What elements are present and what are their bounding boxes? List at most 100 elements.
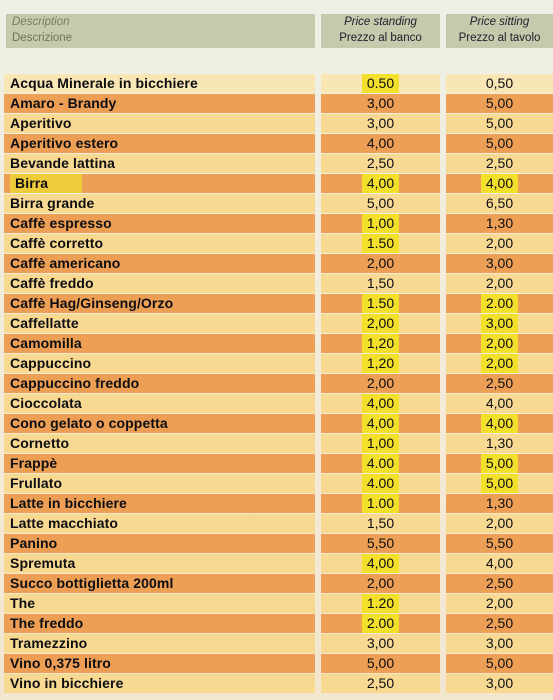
price-standing-text: 1,00 — [361, 214, 400, 233]
item-name-text: Cappuccino freddo — [10, 375, 140, 391]
price-sitting: 4,00 — [446, 174, 553, 193]
price-standing: 3,00 — [321, 634, 440, 653]
price-sitting: 3,00 — [446, 314, 553, 333]
item-name: Caffè corretto — [4, 234, 315, 253]
price-sitting-text: 2,00 — [485, 595, 514, 611]
price-standing-text: 2,00 — [366, 255, 395, 271]
price-standing-text: 2,50 — [366, 675, 395, 691]
price-standing: 5,00 — [321, 654, 440, 673]
item-name-text: Tramezzino — [10, 635, 88, 651]
price-sitting-text: 5,00 — [485, 135, 514, 151]
item-name: Cornetto — [4, 434, 315, 453]
item-name: Cappuccino freddo — [4, 374, 315, 393]
item-name: Vino 0,375 litro — [4, 654, 315, 673]
table-row: Bevande lattina 2,50 2,50 — [0, 154, 553, 174]
item-name-text: Cornetto — [10, 435, 70, 451]
price-standing: 0.50 — [321, 74, 440, 93]
item-name-text: Succo bottiglietta 200ml — [10, 575, 174, 591]
table-row: Caffè espresso 1,00 1,30 — [0, 214, 553, 234]
price-standing: 2,00 — [321, 254, 440, 273]
price-standing-text: 1,20 — [361, 354, 400, 373]
price-sitting: 0,50 — [446, 74, 553, 93]
item-name-text: Birra — [10, 174, 83, 193]
item-name: Amaro - Brandy — [4, 94, 315, 113]
item-name-text: Caffè corretto — [10, 235, 104, 251]
item-name: Tramezzino — [4, 634, 315, 653]
price-sitting: 6,50 — [446, 194, 553, 213]
price-sitting-text: 2,50 — [485, 155, 514, 171]
price-sitting: 2,50 — [446, 614, 553, 633]
item-name: Aperitivo estero — [4, 134, 315, 153]
price-sitting-text: 4,00 — [485, 395, 514, 411]
table-row: Tramezzino 3,00 3,00 — [0, 634, 553, 654]
item-name: Frappè — [4, 454, 315, 473]
item-name-text: Cappuccino — [10, 355, 92, 371]
price-standing: 4.00 — [321, 454, 440, 473]
item-name-text: Caffè Hag/Ginseng/Orzo — [10, 295, 174, 311]
price-sitting-text: 5,00 — [480, 474, 519, 493]
table-row: Aperitivo estero 4,00 5,00 — [0, 134, 553, 154]
header-sitting-it: Prezzo al tavolo — [458, 32, 541, 44]
table-row: Camomilla 1,20 2,00 — [0, 334, 553, 354]
item-name-text: Panino — [10, 535, 58, 551]
price-sitting-text: 3,00 — [485, 635, 514, 651]
price-sitting: 1,30 — [446, 494, 553, 513]
price-standing: 5,50 — [321, 534, 440, 553]
table-row: Cappuccino 1,20 2,00 — [0, 354, 553, 374]
table-row: Acqua Minerale in bicchiere 0.50 0,50 — [0, 74, 553, 94]
price-sitting: 2,00 — [446, 234, 553, 253]
item-name-text: Camomilla — [10, 335, 82, 351]
price-sitting-text: 0,50 — [485, 75, 514, 91]
item-name-text: Aperitivo — [10, 115, 72, 131]
table-row: Aperitivo 3,00 5,00 — [0, 114, 553, 134]
header-description: Description Descrizione — [6, 14, 315, 48]
item-name-text: Cioccolata — [10, 395, 82, 411]
price-sitting: 4,00 — [446, 414, 553, 433]
header-description-it: Descrizione — [12, 32, 73, 44]
price-standing: 5,00 — [321, 194, 440, 213]
price-sitting: 5,00 — [446, 654, 553, 673]
price-sitting: 5,00 — [446, 94, 553, 113]
price-sitting-text: 1,30 — [485, 435, 514, 451]
item-name: The freddo — [4, 614, 315, 633]
price-sitting-text: 2,50 — [485, 575, 514, 591]
price-sitting: 5,00 — [446, 134, 553, 153]
price-sitting-text: 1,30 — [485, 495, 514, 511]
price-sitting: 5,50 — [446, 534, 553, 553]
price-standing: 2,00 — [321, 314, 440, 333]
item-name: Vino in bicchiere — [4, 674, 315, 693]
price-sitting: 4,00 — [446, 394, 553, 413]
table-row: Frullato 4.00 5,00 — [0, 474, 553, 494]
price-standing-text: 4,00 — [361, 414, 400, 433]
item-name: Cappuccino — [4, 354, 315, 373]
price-sitting-text: 6,50 — [485, 195, 514, 211]
item-name-text: Latte in bicchiere — [10, 495, 127, 511]
item-name-text: The — [10, 595, 36, 611]
price-sitting: 5,00 — [446, 454, 553, 473]
table-row: Birra 4,00 4,00 — [0, 174, 553, 194]
table-row: Vino 0,375 litro 5,00 5,00 — [0, 654, 553, 674]
table-row: Cornetto 1,00 1,30 — [0, 434, 553, 454]
price-sitting-text: 2,00 — [480, 334, 519, 353]
price-sitting: 5,00 — [446, 114, 553, 133]
price-standing-text: 1,50 — [366, 515, 395, 531]
price-standing-text: 1,20 — [361, 334, 400, 353]
item-name: Acqua Minerale in bicchiere — [4, 74, 315, 93]
price-standing: 4.00 — [321, 474, 440, 493]
table-row: Birra grande 5,00 6,50 — [0, 194, 553, 214]
price-sitting-text: 2,00 — [485, 275, 514, 291]
price-standing: 4,00 — [321, 174, 440, 193]
price-standing-text: 1.50 — [361, 234, 400, 253]
header-description-en: Description — [12, 16, 70, 28]
price-sitting-text: 5,00 — [485, 655, 514, 671]
item-name: Cono gelato o coppetta — [4, 414, 315, 433]
price-sitting: 1,30 — [446, 434, 553, 453]
price-standing-text: 2,50 — [366, 155, 395, 171]
item-name-text: Caffellatte — [10, 315, 79, 331]
item-name: Panino — [4, 534, 315, 553]
item-name-text: Caffè espresso — [10, 215, 112, 231]
item-name-text: Vino in bicchiere — [10, 675, 124, 691]
price-standing-text: 3,00 — [366, 95, 395, 111]
price-standing-text: 4.00 — [361, 454, 400, 473]
